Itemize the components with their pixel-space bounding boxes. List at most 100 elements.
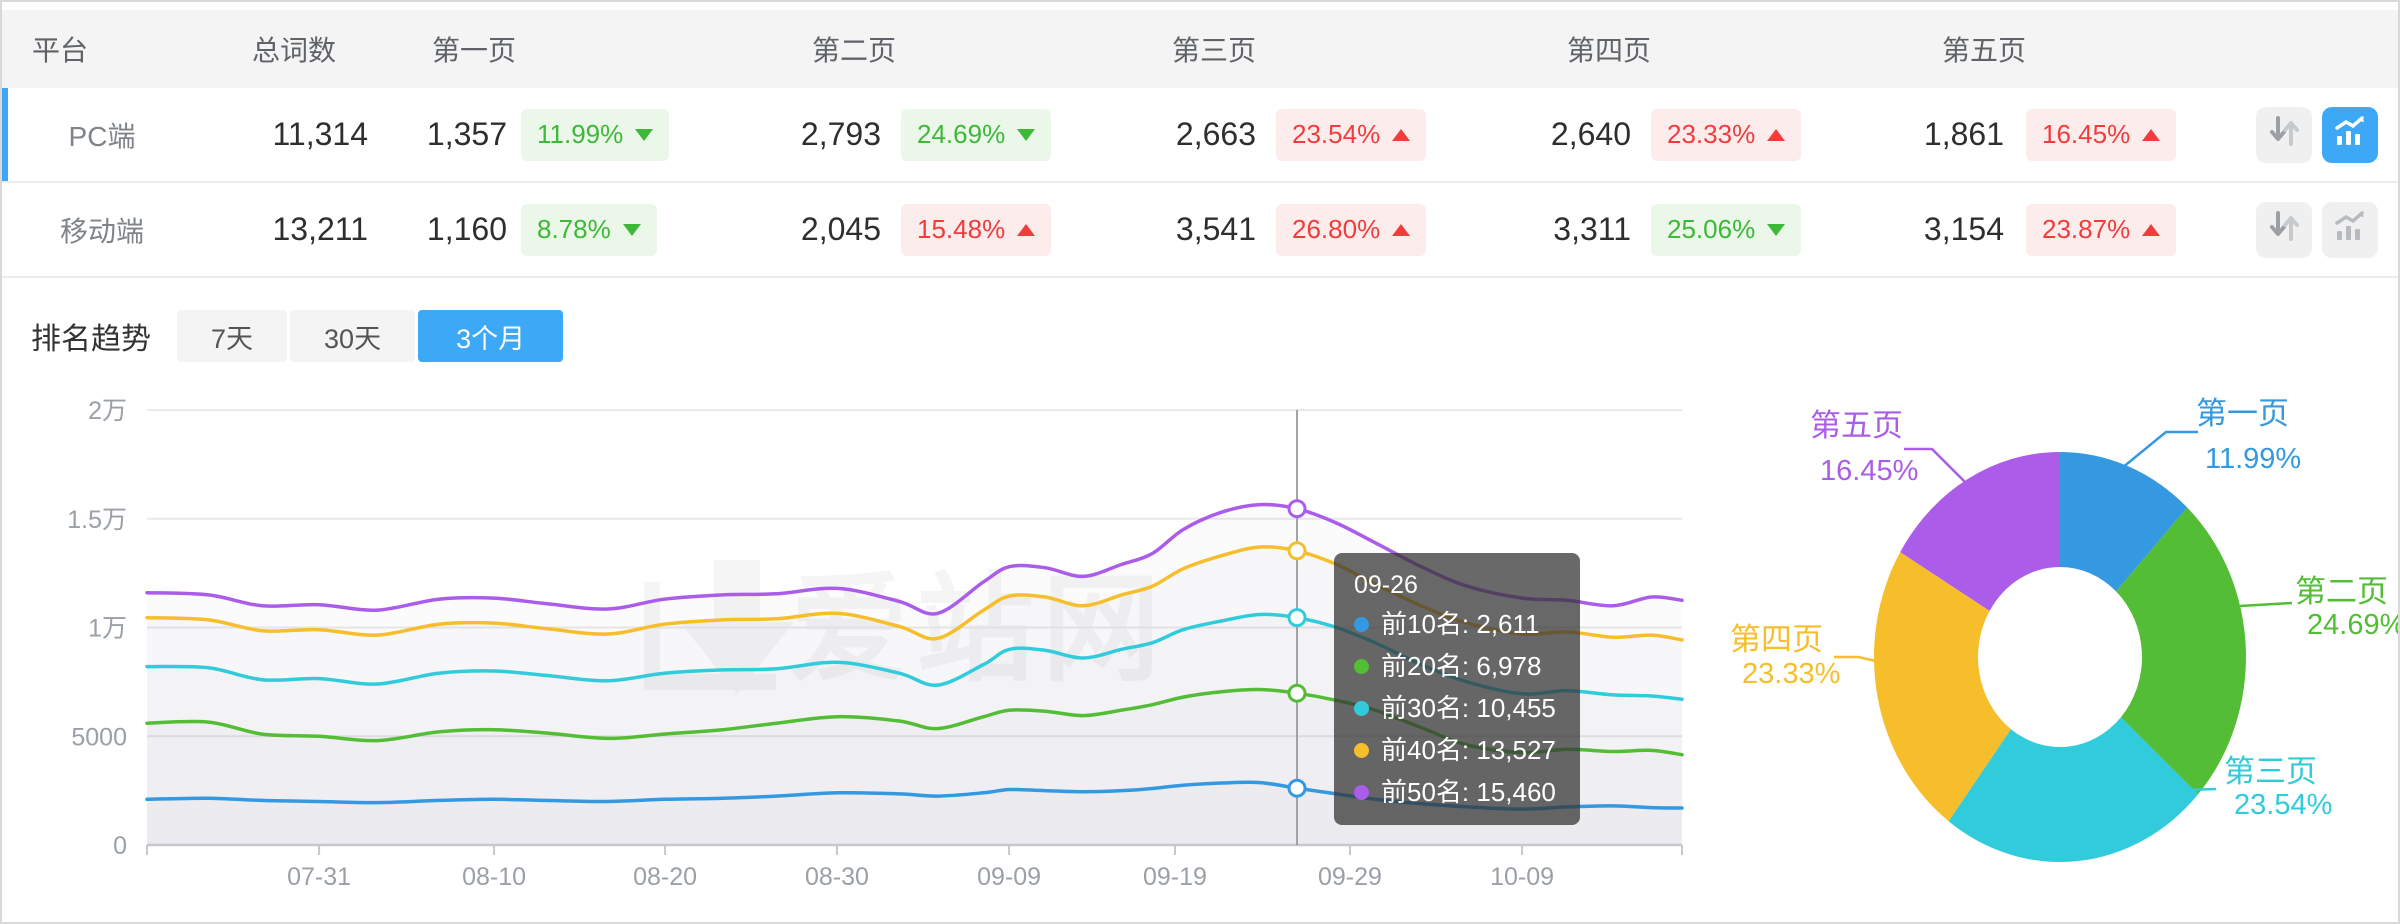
page2-count: 2,045 [800, 211, 881, 247]
arrow-down-icon [635, 128, 654, 141]
donut-label-line [1834, 655, 1881, 664]
y-axis-label: 0 [113, 832, 127, 860]
sort-arrows-icon [2267, 209, 2301, 251]
series-dot-icon [1354, 616, 1369, 632]
platform-label: 移动端 [59, 215, 144, 247]
tooltip-series-value: 前40名: 13,527 [1381, 735, 1556, 765]
crosshair-marker [1287, 499, 1307, 519]
donut-label-percent: 16.45% [1820, 455, 1918, 487]
y-axis-label: 5000 [71, 723, 127, 751]
column-header: 第四页 [1567, 35, 1652, 66]
sort-arrows-icon [2267, 114, 2301, 156]
donut-label-line [2106, 787, 2217, 851]
percent-value: 16.45% [2042, 119, 2131, 149]
tooltip-series-value: 前20名: 6,978 [1381, 651, 1542, 681]
percent-value: 26.80% [1292, 214, 1381, 244]
page5-count: 1,861 [1923, 116, 2004, 152]
donut-label-percent: 11.99% [2205, 443, 2301, 475]
page3-count: 3,541 [1175, 211, 1256, 247]
donut-label-name: 第一页 [2196, 396, 2289, 431]
page5-percent-badge: 23.87% [2026, 203, 2177, 256]
bar-chart-icon [2333, 114, 2367, 156]
table-row-mobile[interactable]: 移动端 13,211 1,160 8.78% 2,045 15.48% 3,541 26.80… [2, 183, 2398, 278]
percent-value: 24.69% [917, 119, 1006, 149]
donut-label-line [2121, 430, 2198, 469]
crosshair-marker [1287, 778, 1307, 798]
total-words-value: 13,211 [272, 211, 369, 247]
tab-range-1[interactable]: 30天 [290, 310, 416, 362]
donut-slice-page4[interactable] [1873, 552, 2011, 822]
arrow-down-icon [1017, 128, 1036, 141]
arrow-up-icon [2142, 128, 2161, 141]
donut-label-line [1904, 447, 1975, 492]
trend-charts-canvas[interactable]: 爱站网2万1.5万1万5000007-3108-1008-2008-3009-0… [2, 366, 2400, 924]
column-header: 总词数 [252, 35, 337, 66]
x-axis-label: 08-30 [805, 863, 869, 891]
tooltip-row: 前20名: 6,978 [1354, 645, 1560, 687]
column-header: 第二页 [812, 35, 897, 66]
arrow-up-icon [1392, 128, 1411, 141]
trend-chart-button[interactable] [2322, 201, 2378, 258]
donut-slice-page3[interactable] [1948, 717, 2199, 863]
crosshair-marker [1287, 541, 1307, 561]
tab-range-0[interactable]: 7天 [177, 310, 288, 362]
donut-label-percent: 23.54% [2234, 789, 2332, 821]
table-row-pc[interactable]: PC端 11,314 1,357 11.99% 2,793 24.69% 2,663 23.5… [2, 88, 2398, 183]
donut-slice-page5[interactable] [1900, 452, 2060, 611]
arrow-down-icon [1767, 223, 1786, 236]
trend-range-tabs: 7天 30天 3个月 [177, 310, 566, 362]
column-header: 平台 [32, 35, 89, 66]
page2-percent-badge: 24.69% [901, 108, 1052, 161]
trend-section-title: 排名趋势 [31, 323, 151, 356]
trend-chart-button[interactable] [2322, 106, 2378, 163]
donut-label-name: 第三页 [2224, 754, 2317, 789]
chart-tooltip: 09-26 前10名: 2,611 前20名: 6,978 前30名: 10,455… [1334, 553, 1580, 825]
column-header: 第五页 [1942, 35, 2027, 66]
platform-label: PC端 [68, 120, 136, 152]
donut-label-name: 第四页 [1730, 622, 1823, 657]
rank-summary-table: 平台 总词数 第一页 第二页 第三页 第四页 第五页 PC端 11,314 1,357 11.99%… [2, 10, 2398, 278]
donut-label-line [2239, 601, 2293, 608]
compare-sort-button[interactable] [2256, 106, 2312, 163]
y-axis-label: 1.5万 [67, 506, 127, 534]
percent-value: 25.06% [1667, 214, 1756, 244]
donut-slice-page1[interactable] [2060, 452, 2188, 592]
page5-percent-badge: 16.45% [2026, 108, 2177, 161]
tab-range-2[interactable]: 3个月 [418, 310, 564, 362]
page2-percent-badge: 15.48% [901, 203, 1052, 256]
series-dot-icon [1354, 742, 1369, 758]
total-words-value: 11,314 [272, 116, 369, 152]
percent-value: 23.87% [2042, 214, 2131, 244]
arrow-up-icon [1392, 223, 1411, 236]
tooltip-row: 前40名: 13,527 [1354, 729, 1560, 771]
page1-count: 1,357 [426, 116, 507, 152]
tooltip-row: 前10名: 2,611 [1354, 603, 1560, 645]
donut-slice-page2[interactable] [2116, 507, 2246, 795]
table-header-row: 平台 总词数 第一页 第二页 第三页 第四页 第五页 [2, 10, 2398, 88]
compare-sort-button[interactable] [2256, 201, 2312, 258]
tooltip-row: 前30名: 10,455 [1354, 687, 1560, 729]
series-dot-icon [1354, 700, 1369, 716]
page1-percent-badge: 8.78% [521, 203, 657, 256]
page3-count: 2,663 [1175, 116, 1256, 152]
series-dot-icon [1354, 658, 1369, 674]
page3-percent-badge: 23.54% [1276, 108, 1427, 161]
arrow-up-icon [1767, 128, 1786, 141]
page1-count: 1,160 [426, 211, 507, 247]
donut-label-percent: 23.33% [1742, 658, 1840, 690]
crosshair-marker [1287, 683, 1307, 703]
page4-percent-badge: 25.06% [1651, 203, 1802, 256]
donut-label-name: 第五页 [1810, 408, 1903, 443]
column-header: 第三页 [1172, 35, 1257, 66]
page1-percent-badge: 11.99% [521, 108, 670, 161]
x-axis-label: 10-09 [1490, 863, 1554, 891]
tooltip-date: 09-26 [1354, 571, 1418, 599]
y-axis-label: 2万 [88, 397, 127, 425]
page5-count: 3,154 [1923, 211, 2004, 247]
x-axis-label: 09-19 [1143, 863, 1207, 891]
x-axis-label: 07-31 [287, 863, 351, 891]
y-axis-label: 1万 [88, 615, 127, 643]
donut-label-percent: 24.69% [2307, 609, 2400, 641]
bar-chart-icon [2333, 209, 2367, 251]
